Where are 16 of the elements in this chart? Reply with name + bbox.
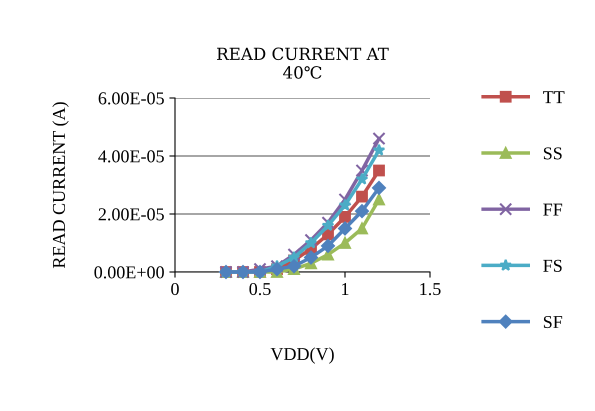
y-tick-label: 4.00E-05 xyxy=(98,150,164,163)
y-tick-label: 0.00E+00 xyxy=(94,266,164,279)
chart-title: READ CURRENT AT 40℃ xyxy=(217,48,389,79)
legend-label: TT xyxy=(543,91,564,104)
legend-label: FS xyxy=(543,260,562,272)
y-tick-label: 2.00E-05 xyxy=(98,208,164,221)
x-tick-label: 1 xyxy=(342,283,348,295)
legend-label: FF xyxy=(543,204,562,216)
x-tick-label: 0.5 xyxy=(249,282,271,296)
y-axis-title: READ CURRENT (A) xyxy=(52,102,69,268)
y-tick-label: 6.00E-05 xyxy=(98,92,164,105)
legend-label: SF xyxy=(544,316,562,328)
x-axis-title: VDD(V) xyxy=(270,347,334,364)
x-tick-label: 0 xyxy=(171,282,179,296)
legend-label: SS xyxy=(544,147,562,160)
x-tick-label: 1.5 xyxy=(420,283,441,296)
